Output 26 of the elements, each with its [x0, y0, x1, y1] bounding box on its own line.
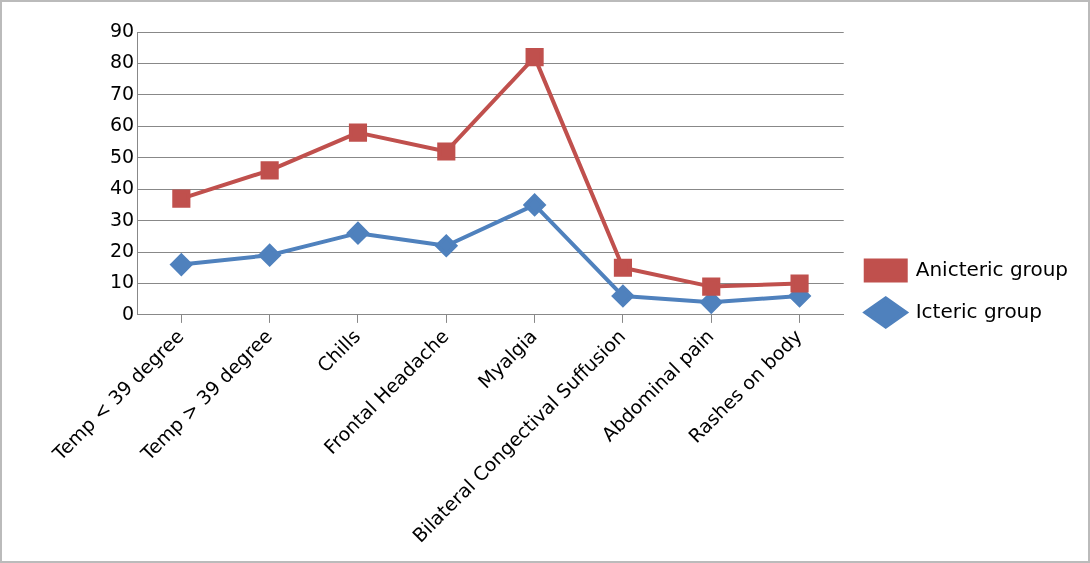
- point: [525, 48, 544, 67]
- point: [258, 244, 281, 267]
- legend-label: Anicteric group: [915, 256, 1069, 281]
- point: [611, 285, 634, 308]
- y-tick-label: 20: [109, 238, 135, 261]
- y-tick-label: 40: [109, 176, 135, 199]
- y-tick-label: 90: [109, 18, 135, 41]
- point: [613, 258, 632, 277]
- point: [435, 234, 458, 257]
- point: [346, 222, 369, 245]
- point: [260, 161, 279, 180]
- y-tick-label: 70: [109, 81, 135, 104]
- point: [172, 189, 191, 208]
- point: [523, 193, 546, 216]
- y-tick-label: 0: [122, 301, 135, 324]
- y-tick-label: 80: [109, 50, 135, 73]
- y-tick-label: 60: [109, 113, 135, 136]
- point: [170, 253, 193, 276]
- point: [790, 274, 809, 293]
- point: [348, 123, 368, 142]
- point: [437, 142, 456, 161]
- y-tick-label: 50: [109, 144, 135, 167]
- y-tick-label: 10: [109, 270, 135, 293]
- point: [702, 277, 721, 296]
- legend-label: Icteric group: [915, 298, 1042, 323]
- y-tick-label: 30: [109, 207, 135, 230]
